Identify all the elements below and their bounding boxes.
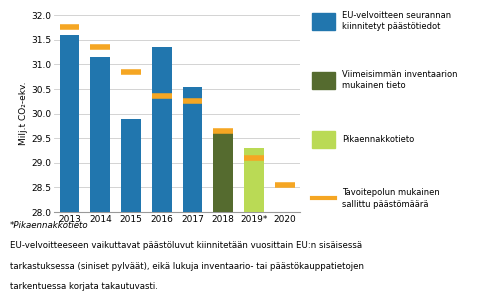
Bar [244, 148, 264, 212]
Text: EU-velvoitteen seurannan
kiinnitetyt päästötiedot: EU-velvoitteen seurannan kiinnitetyt pää… [342, 11, 451, 31]
Text: tarkastuksessa (siniset pylväät), eikä lukuja inventaario- tai päästökauppatieto: tarkastuksessa (siniset pylväät), eikä l… [10, 262, 364, 271]
Text: EU-velvoitteeseen vaikuttavat päästöluvut kiinnitetään vuosittain EU:n sisäisess: EU-velvoitteeseen vaikuttavat päästöluvu… [10, 241, 362, 251]
Text: tarkentuessa korjata takautuvasti.: tarkentuessa korjata takautuvasti. [10, 282, 158, 291]
Text: Pikaennakkotieto: Pikaennakkotieto [342, 135, 414, 144]
Text: Tavoitepolun mukainen
sallittu päästömäärä: Tavoitepolun mukainen sallittu päästömää… [342, 188, 440, 208]
Y-axis label: Milj.t CO₂-ekv.: Milj.t CO₂-ekv. [20, 82, 29, 145]
Bar [90, 57, 110, 212]
Bar [121, 118, 141, 212]
Text: Viimeisimmän inventaarion
mukainen tieto: Viimeisimmän inventaarion mukainen tieto [342, 70, 458, 90]
Bar [152, 47, 172, 212]
Bar [60, 35, 80, 212]
Text: *Pikaennakkotieto: *Pikaennakkotieto [10, 221, 89, 230]
Bar [183, 87, 203, 212]
Bar [213, 131, 233, 212]
